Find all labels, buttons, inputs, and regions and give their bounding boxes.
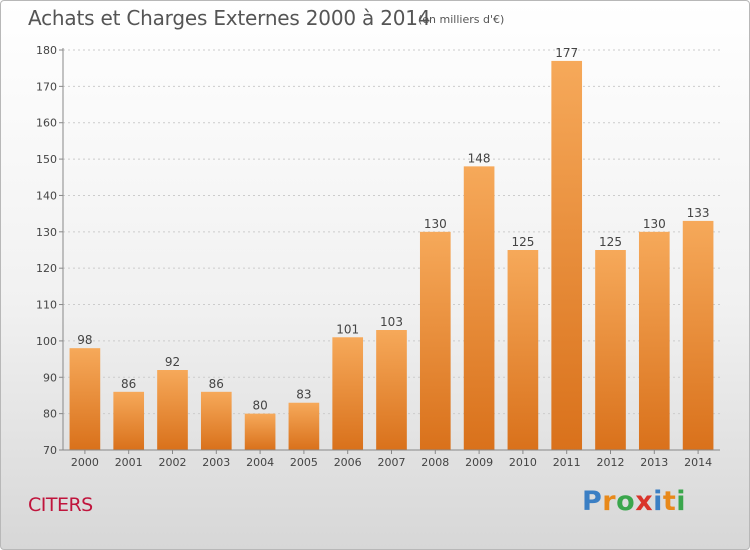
x-tick-label-2000: 2000 xyxy=(71,456,99,469)
x-tick-label-2013: 2013 xyxy=(640,456,668,469)
bar-2005 xyxy=(288,402,320,450)
bar-2007 xyxy=(376,330,407,450)
y-tick-label: 180 xyxy=(36,44,57,57)
y-tick-label: 100 xyxy=(36,335,57,348)
value-label-2000: 98 xyxy=(77,333,92,347)
value-label-2006: 101 xyxy=(336,322,359,336)
logo-letter: i xyxy=(676,486,687,517)
x-tick-label-2007: 2007 xyxy=(378,456,406,469)
bar-2008 xyxy=(419,231,451,450)
value-label-2014: 133 xyxy=(687,206,710,220)
bar-2003 xyxy=(200,391,232,450)
x-tick-label-2014: 2014 xyxy=(684,456,712,469)
value-label-2010: 125 xyxy=(511,235,534,249)
bar-2011 xyxy=(551,60,583,451)
x-tick-label-2004: 2004 xyxy=(246,456,274,469)
value-label-2001: 86 xyxy=(121,377,136,391)
value-label-2004: 80 xyxy=(252,399,267,413)
logo-letter: x xyxy=(635,486,654,517)
x-tick-label-2008: 2008 xyxy=(421,456,449,469)
bar-2000 xyxy=(69,348,101,450)
logo-letter: r xyxy=(602,486,617,517)
commune-name: CITERS xyxy=(28,494,93,516)
logo-letter: i xyxy=(653,486,663,517)
logo-letter: o xyxy=(616,486,636,517)
value-label-2007: 103 xyxy=(380,315,403,329)
y-tick-label: 70 xyxy=(43,444,57,457)
logo-letter: t xyxy=(662,486,677,517)
y-tick-label: 140 xyxy=(36,189,57,202)
x-tick-label-2012: 2012 xyxy=(597,456,625,469)
x-tick-label-2010: 2010 xyxy=(509,456,537,469)
y-tick-label: 150 xyxy=(36,153,57,166)
axes xyxy=(59,48,720,454)
y-tick-label: 160 xyxy=(36,117,57,130)
value-label-2013: 130 xyxy=(643,217,666,231)
bar-2010 xyxy=(507,250,539,450)
bars xyxy=(69,60,714,451)
y-tick-label: 130 xyxy=(36,226,57,239)
x-tick-label-2005: 2005 xyxy=(290,456,318,469)
value-label-2003: 86 xyxy=(209,377,224,391)
bar-2014 xyxy=(682,220,714,450)
value-label-2012: 125 xyxy=(599,235,622,249)
x-tick-label-2001: 2001 xyxy=(115,456,143,469)
x-tick-label-2002: 2002 xyxy=(159,456,187,469)
y-tick-label: 110 xyxy=(36,299,57,312)
bar-2001 xyxy=(113,391,145,450)
bar-2009 xyxy=(463,166,495,450)
value-label-2009: 148 xyxy=(468,151,491,165)
x-tick-label-2009: 2009 xyxy=(465,456,493,469)
bar-2006 xyxy=(332,337,364,450)
value-label-2008: 130 xyxy=(424,217,447,231)
x-tick-label-2006: 2006 xyxy=(334,456,362,469)
y-tick-label: 170 xyxy=(36,80,57,93)
chart-title: Achats et Charges Externes 2000 à 2014 xyxy=(28,6,431,30)
proxiti-logo: Proxiti xyxy=(582,486,686,517)
bar-2002 xyxy=(157,370,188,450)
value-label-2011: 177 xyxy=(555,46,578,60)
x-tick-label-2003: 2003 xyxy=(202,456,230,469)
bar-2012 xyxy=(595,250,626,450)
chart-unit: (en milliers d'€) xyxy=(418,13,505,26)
labels: 70 80 90 100 110 120 130 140 150 160 170 180 98 2000 8… xyxy=(36,44,712,469)
logo-letter: P xyxy=(582,486,603,517)
value-label-2005: 83 xyxy=(296,388,311,402)
bar-2013 xyxy=(638,231,670,450)
y-tick-label: 90 xyxy=(43,371,57,384)
y-tick-label: 120 xyxy=(36,262,57,275)
value-label-2002: 92 xyxy=(165,355,180,369)
y-tick-label: 80 xyxy=(43,408,57,421)
x-tick-label-2011: 2011 xyxy=(553,456,581,469)
bar-2004 xyxy=(244,413,276,450)
